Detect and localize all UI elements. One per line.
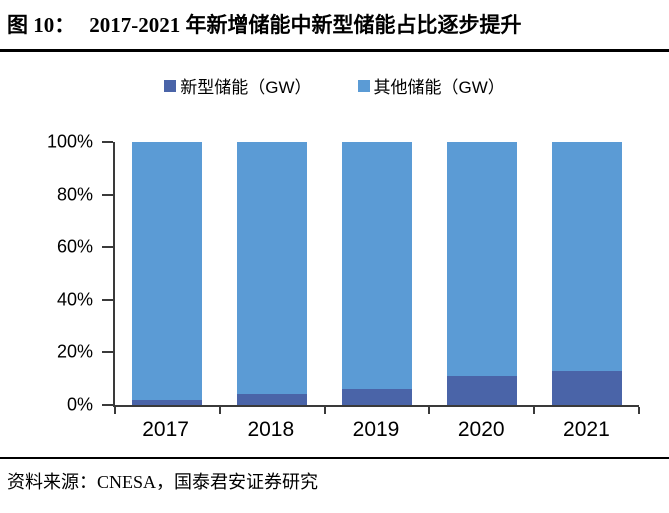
x-tick-label: 2021 [563,418,610,441]
figure-number-label: 图 10： [7,13,76,37]
y-tick-mark [102,246,113,249]
bar-segment [446,142,517,377]
figure-title-text: 2017-2021 年新增储能中新型储能占比逐步提升 [89,13,522,37]
legend-item-1: 其他储能（GW） [357,73,505,98]
x-tick-mark [533,407,536,414]
x-tick-mark [638,407,640,414]
y-tick-label: 20% [56,341,93,362]
stacked-bar-2021 [551,142,622,405]
x-tick-label: 2020 [457,418,505,441]
stacked-bar-chart: 0% 20% 40% 60% 80% 100% [0,132,669,415]
figure-title: 图 10： 2017-2021 年新增储能中新型储能占比逐步提升 [0,0,669,40]
y-tick-mark [102,404,113,406]
legend-marker-icon [357,79,370,92]
bar-segment [446,376,517,405]
x-tick-mark [323,407,326,414]
y-tick-mark [102,193,113,196]
x-axis-labels: 2017 2018 2019 2020 2021 [113,418,639,442]
y-tick-label: 60% [56,236,93,257]
stacked-bar-2019 [341,142,412,405]
bar-segment [551,370,622,405]
bar-segment [237,394,308,405]
stacked-bar-2018 [237,142,308,405]
y-tick-label: 100% [46,131,93,152]
x-tick-mark [114,407,116,414]
legend-label: 其他储能（GW） [373,78,505,97]
source-note: 资料来源：CNESA，国泰君安证券研究 [7,472,319,492]
bar-segment [237,142,308,395]
y-tick-mark [102,141,113,143]
bar-category-2018 [220,142,325,405]
x-tick-mark [428,407,431,414]
title-divider [0,49,669,52]
y-tick-label: 80% [56,184,93,205]
y-tick-mark [102,351,113,354]
x-tick-label: 2018 [247,418,295,441]
stacked-bar-2017 [132,142,203,405]
bar-segment [551,142,622,371]
bar-segment [132,142,203,400]
y-tick-label: 40% [56,289,93,310]
bar-segment [341,142,412,390]
bar-segment [341,389,412,405]
bar-category-2021 [534,142,639,405]
plot-area [113,142,640,414]
bar-category-2017 [115,142,220,405]
x-tick-label: 2017 [142,418,189,441]
x-tick-label: 2019 [352,418,400,441]
y-axis: 0% 20% 40% 60% 80% 100% [0,132,113,415]
x-tick-mark [218,407,221,414]
bar-category-2020 [429,142,534,405]
y-tick-mark [102,298,113,301]
chart-legend: 新型储能（GW） 其他储能（GW） [0,73,669,98]
legend-item-0: 新型储能（GW） [164,73,312,98]
bar-segment [132,399,203,405]
source-divider [0,457,669,459]
legend-marker-icon [164,79,177,92]
legend-label: 新型储能（GW） [180,78,312,97]
bar-category-2019 [325,142,430,405]
stacked-bar-2020 [446,142,517,405]
y-tick-label: 0% [66,394,93,415]
